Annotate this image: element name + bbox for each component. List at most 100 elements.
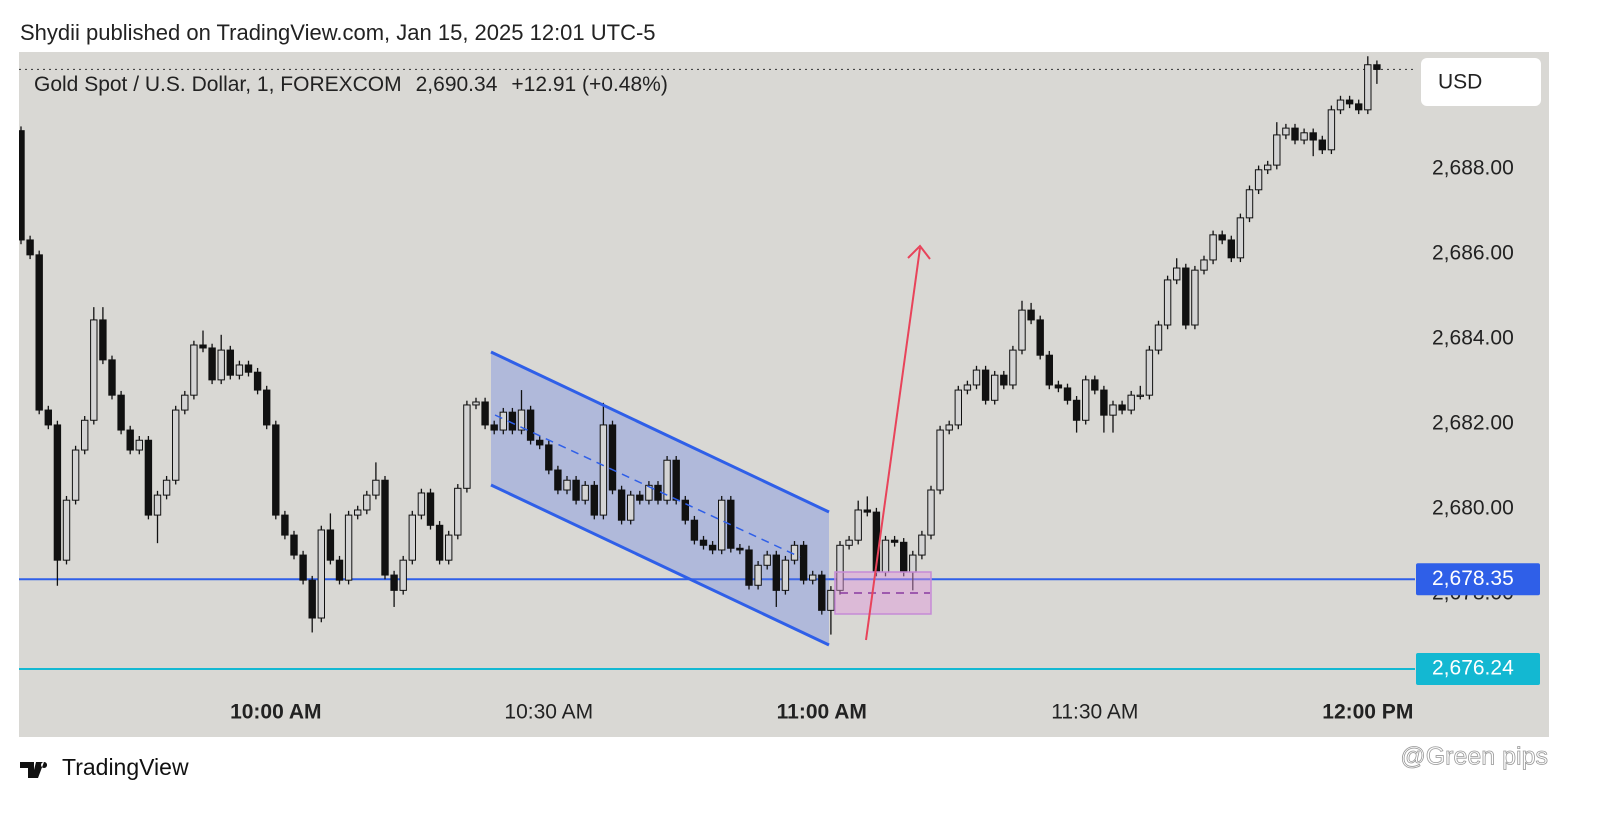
channel-mid — [494, 414, 801, 558]
candle-body — [117, 394, 125, 431]
candle-body — [463, 404, 471, 489]
x-tick-label: 11:00 AM — [777, 701, 867, 724]
arrow-head — [907, 244, 931, 260]
candle-body — [1163, 279, 1172, 326]
candle-body — [53, 424, 62, 561]
tv-logo — [20, 762, 48, 778]
arrow-shaft — [865, 247, 921, 641]
y-tick-label: 2,686.00 — [1432, 242, 1514, 265]
candle-body — [99, 319, 107, 361]
candle-body — [390, 574, 398, 591]
candle-body — [354, 509, 362, 516]
x-tick-label: 10:30 AM — [504, 701, 593, 724]
candle-body — [654, 484, 662, 501]
candle-body — [435, 524, 444, 561]
candle-body — [1182, 267, 1190, 326]
candle-body — [1282, 127, 1290, 136]
candle-body — [326, 529, 335, 561]
candle-body — [1291, 127, 1299, 141]
x-tick-label: 11:30 AM — [1051, 701, 1138, 724]
candle-body — [954, 389, 962, 426]
watermark: @Green pips — [1400, 743, 1548, 771]
candle-body — [1236, 217, 1245, 259]
candle-body — [381, 479, 389, 576]
candle-body — [490, 424, 498, 431]
candle-body — [754, 564, 762, 586]
brand: TradingView — [62, 754, 189, 780]
candle-body — [526, 409, 535, 441]
candle-body — [1118, 404, 1126, 411]
candle-body — [181, 394, 189, 411]
candle-body — [881, 539, 890, 573]
candle-body — [426, 492, 435, 526]
candle-body — [108, 359, 116, 396]
candle-body — [963, 384, 972, 391]
candle-body — [244, 364, 253, 373]
candle-body — [1082, 379, 1090, 421]
candle-body — [499, 411, 508, 431]
candle-body — [308, 579, 316, 619]
channel-upper — [490, 350, 830, 514]
candle-body — [153, 494, 162, 516]
candle-body — [19, 130, 25, 241]
candle-body — [1191, 269, 1199, 326]
candle-body — [1136, 394, 1144, 397]
candle-body — [708, 544, 717, 551]
candle-body — [172, 409, 180, 481]
price-label-box — [1416, 653, 1540, 686]
candle-body — [272, 424, 280, 516]
candle-body — [909, 554, 917, 573]
y-tick-label: 2,682.00 — [1432, 412, 1514, 435]
candle-body — [690, 519, 699, 541]
candle-body — [818, 574, 826, 611]
candle-body — [517, 409, 526, 431]
candle-body — [90, 319, 98, 421]
candle-body — [417, 492, 426, 516]
candle-body — [217, 349, 225, 381]
candle-body — [736, 547, 744, 551]
candle-body — [481, 401, 489, 426]
candle-body — [26, 239, 34, 256]
candle-body — [636, 494, 644, 501]
candle-body — [445, 534, 453, 561]
y-tick-label: 2,680.00 — [1432, 497, 1514, 520]
currency-box[interactable] — [1421, 58, 1541, 106]
candle-body — [281, 514, 289, 536]
currency: USD — [1438, 71, 1482, 94]
candle-body — [1063, 387, 1072, 401]
x-tick-label: 10:00 AM — [230, 701, 321, 724]
candle-body — [162, 479, 171, 496]
candle-body — [1209, 234, 1217, 261]
candle-body — [827, 589, 835, 611]
candle-body — [1054, 384, 1063, 389]
candle-body — [1127, 394, 1135, 411]
candle-body — [508, 411, 517, 431]
candle-body — [299, 554, 307, 581]
candle-body — [890, 539, 899, 543]
candle-body — [745, 549, 753, 586]
candle-body — [608, 424, 617, 491]
candle-body — [199, 344, 207, 349]
candle-body — [290, 534, 298, 556]
tv-logo-icon — [20, 762, 48, 778]
candle-body — [581, 484, 589, 501]
candle-body — [399, 559, 407, 591]
candle-body — [62, 499, 71, 561]
candle-body — [253, 371, 262, 391]
candle-body — [900, 541, 908, 573]
candle-body — [81, 419, 89, 451]
candle-body — [699, 539, 708, 546]
candle-body — [71, 449, 80, 501]
candle-body — [1309, 132, 1317, 141]
candle-body — [1300, 132, 1308, 141]
candle-body — [545, 444, 553, 471]
candle-body — [408, 514, 417, 561]
candle-body — [1145, 349, 1154, 396]
candle-body — [344, 514, 353, 581]
candle-body — [1227, 239, 1235, 259]
price-label: 2,676.24 — [1432, 657, 1514, 680]
candle-body — [1345, 99, 1354, 105]
chart-panel — [19, 52, 1549, 737]
